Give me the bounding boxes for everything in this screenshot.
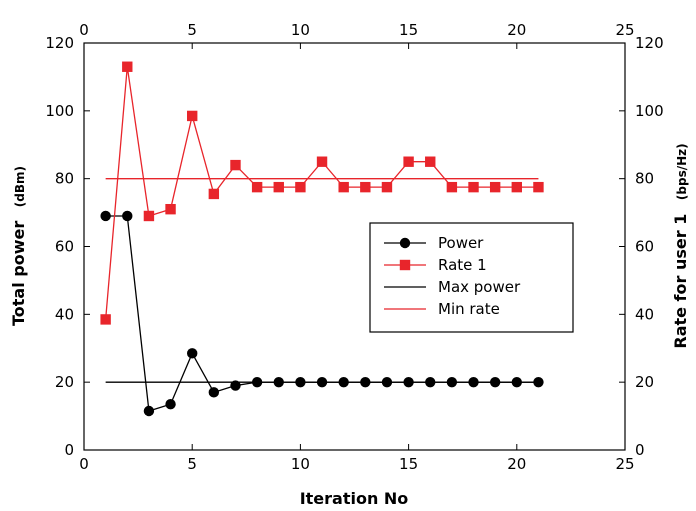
y-tick-label-right: 60 xyxy=(635,238,654,256)
data-point-power xyxy=(468,376,479,388)
data-point-power xyxy=(489,376,501,388)
legend-label-max-power: Max power xyxy=(438,278,521,296)
x-tick-label-top: 10 xyxy=(291,21,310,39)
legend-label-power: Power xyxy=(438,234,484,252)
data-point-power xyxy=(360,376,371,388)
data-point-rate-1 xyxy=(468,181,479,193)
data-point-power xyxy=(295,376,306,388)
data-point-power xyxy=(446,376,458,388)
x-tick-label-bottom: 20 xyxy=(507,455,526,473)
data-point-rate-1 xyxy=(208,188,220,200)
x-tick-label-top: 0 xyxy=(79,21,89,39)
data-point-power xyxy=(208,387,220,398)
series-power xyxy=(100,210,544,417)
data-point-power xyxy=(511,376,522,388)
legend-marker-rate-1 xyxy=(399,259,411,271)
y-axis-left-title: Total power (dBm) xyxy=(9,166,28,326)
data-point-power xyxy=(381,376,393,388)
data-point-power xyxy=(230,380,241,391)
y-tick-label-left: 60 xyxy=(55,238,74,256)
data-point-rate-1 xyxy=(165,203,176,215)
x-tick-label-bottom: 5 xyxy=(187,455,197,473)
y-tick-label-right: 20 xyxy=(635,373,654,391)
data-point-power xyxy=(338,376,349,388)
y-tick-label-right: 80 xyxy=(635,170,654,188)
data-point-rate-1 xyxy=(143,210,155,222)
x-tick-label-bottom: 25 xyxy=(615,455,634,473)
data-point-rate-1 xyxy=(511,181,522,193)
y-axis-right-title: Rate for user 1 (bps/Hz) xyxy=(671,143,690,348)
data-point-rate-1 xyxy=(100,314,111,325)
x-tick-label-bottom: 10 xyxy=(291,455,310,473)
y-tick-label-right: 100 xyxy=(635,102,664,120)
legend-label-min-rate: Min rate xyxy=(438,300,500,318)
data-point-rate-1 xyxy=(338,181,349,193)
y-tick-label-left: 100 xyxy=(45,102,74,120)
y-tick-label-left: 120 xyxy=(45,34,74,52)
y-tick-label-left: 80 xyxy=(55,170,74,188)
data-point-rate-1 xyxy=(533,181,544,193)
data-point-rate-1 xyxy=(230,159,241,171)
data-point-rate-1 xyxy=(360,181,371,193)
y-axis-right-label: Rate for user 1 xyxy=(671,214,690,349)
y-tick-label-left: 40 xyxy=(55,305,74,323)
x-tick-label-bottom: 0 xyxy=(79,455,89,473)
data-point-rate-1 xyxy=(489,181,501,193)
data-point-rate-1 xyxy=(273,181,284,193)
x-tick-label-top: 25 xyxy=(615,21,634,39)
data-point-rate-1 xyxy=(187,110,198,122)
series-layer xyxy=(100,61,544,417)
series-rate-1 xyxy=(100,61,544,325)
legend: Power Rate 1 Max power Min rate xyxy=(369,222,574,333)
data-point-power xyxy=(100,210,111,222)
data-point-rate-1 xyxy=(381,181,393,193)
legend-label-rate-1: Rate 1 xyxy=(438,256,487,274)
x-tick-label-top: 20 xyxy=(507,21,526,39)
x-tick-label-top: 5 xyxy=(187,21,197,39)
y-axis-left-unit: (dBm) xyxy=(13,166,27,207)
y-tick-label-left: 0 xyxy=(64,441,74,459)
data-point-rate-1 xyxy=(316,156,328,167)
y-axis-left-label: Total power xyxy=(9,221,28,326)
y-tick-label-right: 40 xyxy=(635,305,654,323)
data-point-power xyxy=(403,376,414,388)
data-point-power xyxy=(273,376,284,388)
data-point-rate-1 xyxy=(295,181,306,193)
data-point-power xyxy=(533,376,544,388)
y-tick-label-right: 120 xyxy=(635,34,664,52)
x-tick-label-top: 15 xyxy=(399,21,418,39)
y-tick-label-left: 20 xyxy=(55,373,74,391)
data-point-rate-1 xyxy=(403,156,414,167)
x-axis-title: Iteration No xyxy=(300,489,409,508)
data-point-power xyxy=(122,210,133,222)
data-point-power xyxy=(316,376,328,388)
data-point-rate-1 xyxy=(251,181,263,193)
data-point-power xyxy=(425,376,436,388)
y-tick-label-right: 0 xyxy=(635,441,645,459)
data-point-rate-1 xyxy=(425,156,436,167)
data-point-rate-1 xyxy=(446,181,458,193)
legend-marker-power xyxy=(399,237,411,249)
data-point-power xyxy=(251,376,263,388)
data-point-rate-1 xyxy=(122,61,133,72)
data-point-power xyxy=(143,405,155,417)
data-point-power xyxy=(165,399,176,410)
data-point-power xyxy=(187,348,198,359)
y-axis-right-unit: (bps/Hz) xyxy=(675,143,689,200)
x-tick-label-bottom: 15 xyxy=(399,455,418,473)
